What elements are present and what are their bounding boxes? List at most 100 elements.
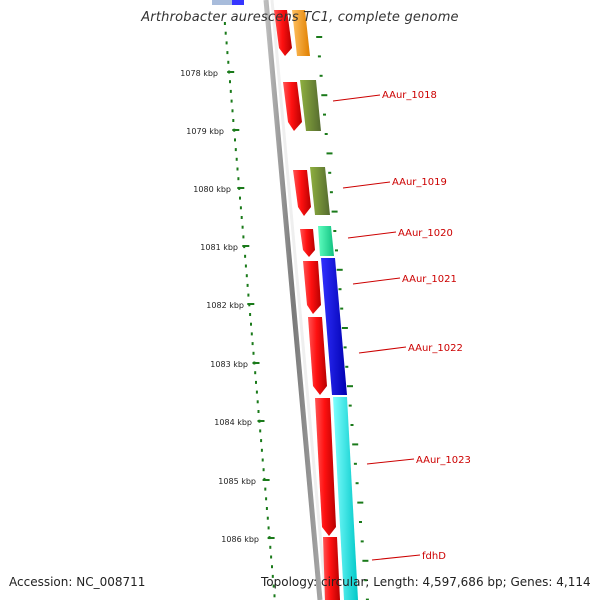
outer-ruler-dot — [326, 152, 333, 155]
ruler-dot — [232, 119, 235, 122]
ruler-dot — [236, 167, 239, 171]
ruler-dot — [254, 371, 257, 375]
ruler-dot — [239, 196, 241, 200]
ruler-major-tick — [227, 71, 235, 73]
mint-feature-aaur-1020 — [318, 226, 334, 256]
backbone-highlight — [270, 0, 328, 600]
ruler-dot — [260, 448, 263, 452]
ruler-dot — [255, 380, 257, 384]
ruler-dot — [240, 216, 243, 219]
ruler-dot — [262, 468, 265, 472]
gene-label: AAur_1020 — [398, 228, 453, 239]
ruler-dot — [237, 177, 240, 181]
outer-ruler-dot — [329, 191, 333, 194]
ruler-dot — [261, 458, 264, 462]
ruler-major-tick — [252, 362, 260, 364]
ruler-dot — [266, 516, 269, 520]
ruler-dot — [235, 157, 238, 161]
ruler-dot — [256, 400, 259, 404]
ruler-dot — [229, 80, 231, 84]
ruler-dot — [245, 274, 248, 278]
outer-ruler-dot — [357, 501, 364, 504]
outer-ruler-dot — [323, 113, 326, 116]
gene-label: AAur_1019 — [392, 177, 447, 188]
top-clipped-features — [212, 0, 244, 5]
ruler-major-tick — [247, 303, 255, 305]
ruler-dot — [269, 545, 272, 549]
ruler-dot — [246, 283, 249, 287]
outer-ruler-dot — [345, 365, 349, 368]
gene-label: fdhD — [422, 551, 446, 562]
tick-label: 1080 kbp — [193, 185, 231, 194]
ruler-dot — [259, 429, 262, 433]
feature-track — [274, 10, 358, 600]
olive-feature-aaur-1019 — [310, 167, 330, 215]
genome-backbone — [263, 0, 323, 600]
olive-feature-aaur-1018 — [300, 80, 321, 131]
ruler-dot — [249, 313, 252, 316]
outer-ruler-dot — [316, 36, 323, 38]
cds-arrow — [308, 317, 327, 395]
gene-label: AAur_1018 — [382, 90, 437, 101]
ruler-dot — [231, 109, 234, 113]
ruler-dot — [265, 497, 268, 501]
ruler-dot — [271, 565, 273, 569]
outer-ruler-dot — [353, 462, 357, 465]
outer-ruler-dot — [333, 230, 337, 232]
ruler-major-tick — [237, 187, 245, 189]
outer-ruler-dot — [341, 327, 348, 329]
map-title: Arthrobacter aurescens TC1, complete gen… — [141, 10, 459, 25]
outer-ruler-dot — [335, 249, 338, 252]
ruler-dot — [242, 235, 245, 239]
blue-feature-aaur-1021 — [321, 258, 347, 395]
cds-arrow — [283, 82, 302, 131]
ruler-dot — [234, 148, 237, 152]
outer-ruler-dot — [336, 268, 343, 271]
clipped-light-feature — [212, 0, 232, 5]
outer-ruler-dot — [348, 404, 352, 407]
cds-arrow — [323, 537, 340, 600]
ruler-dot — [257, 410, 260, 413]
gene-label: AAur_1023 — [416, 455, 471, 466]
genome-summary-text: Topology: circular; Length: 4,597,686 bp… — [261, 575, 591, 589]
ruler-dot — [270, 555, 273, 559]
outer-ruler-dot — [364, 579, 368, 582]
tick-label: 1083 kbp — [210, 360, 248, 369]
ruler-major-tick — [232, 129, 240, 131]
ruler-dot — [273, 594, 276, 598]
gene-labels: AAur_1018 AAur_1019 AAur_1020 AAur_1021 … — [382, 90, 471, 562]
ruler-dot — [260, 439, 263, 443]
ruler-dot — [247, 293, 250, 297]
accession-text: Accession: NC_008711 — [9, 575, 146, 589]
leader-aaur-1018 — [332, 94, 381, 102]
ruler-dot — [229, 89, 232, 93]
ruler-dot — [251, 342, 254, 346]
gene-label: AAur_1021 — [402, 274, 457, 285]
ruler-major-tick — [262, 479, 270, 481]
ruler-major-tick — [242, 245, 250, 247]
ruler-dot — [255, 390, 258, 394]
outer-ruler-dot — [331, 210, 338, 213]
outer-ruler-dots — [316, 36, 369, 600]
ruler-dot — [271, 574, 274, 578]
ruler-dot — [265, 507, 268, 510]
ruler-dot — [272, 584, 275, 588]
ruler-dot — [224, 31, 227, 35]
outer-ruler-dot — [324, 133, 328, 135]
tick-label: 1078 kbp — [180, 69, 218, 78]
tick-label: 1084 kbp — [214, 418, 252, 427]
ruler-major-tick — [257, 420, 265, 422]
ruler-dot — [250, 322, 252, 326]
cds-arrow — [293, 170, 311, 216]
ruler-dot — [267, 526, 270, 530]
leader-aaur-1019 — [342, 181, 391, 189]
cds-arrow — [303, 261, 321, 314]
outer-ruler-dot — [319, 74, 323, 77]
outer-ruler-dot — [362, 559, 369, 562]
outer-ruler-dot — [338, 288, 342, 291]
ruler-dot — [234, 138, 236, 142]
ruler-dot — [241, 225, 244, 229]
outer-ruler-dot — [328, 171, 332, 174]
ruler-ticks — [227, 71, 275, 539]
